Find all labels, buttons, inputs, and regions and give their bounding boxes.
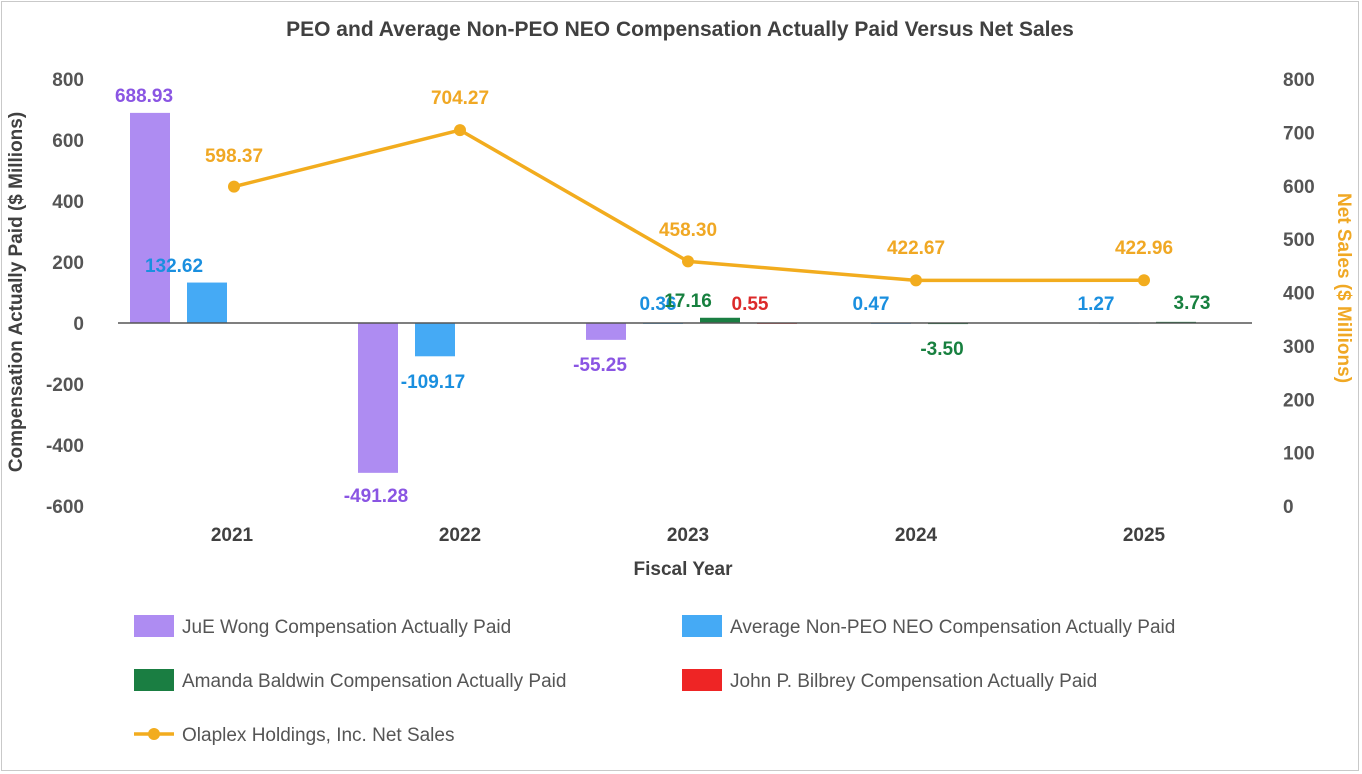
data-label-average-non-peo-neo-compensation-actually-paid: -109.17 <box>401 372 465 393</box>
point-olaplex-holdings-inc-net-sales-2024 <box>910 274 922 287</box>
y-tick-label: -400 <box>46 436 84 457</box>
x-tick-label: 2025 <box>1123 525 1166 546</box>
data-label-jue-wong-compensation-actually-paid: 688.93 <box>115 86 173 107</box>
legend-label-average-non-peo-neo-compensation-actually-paid: Average Non-PEO NEO Compensation Actuall… <box>730 617 1175 638</box>
legend-swatch-amanda-baldwin-compensation-actually-paid <box>134 669 174 691</box>
bar-jue-wong-compensation-actually-paid-2022 <box>358 323 398 473</box>
data-label-average-non-peo-neo-compensation-actually-paid: 1.27 <box>1078 294 1115 315</box>
y2-tick-label: 800 <box>1283 70 1315 91</box>
data-label-jue-wong-compensation-actually-paid: -491.28 <box>344 486 408 507</box>
data-label-john-p-bilbrey-compensation-actually-paid: 0.55 <box>732 294 769 315</box>
y-tick-label: 400 <box>52 192 84 213</box>
plot-area: 800 600 400 200 0 -200 -400 -600 800 700 600 500 400… <box>46 70 1315 546</box>
y-tick-label: 600 <box>52 131 84 152</box>
bar-average-non-peo-neo-compensation-actually-paid-2022 <box>415 323 455 357</box>
data-label-olaplex-holdings-inc-net-sales: 458.30 <box>659 220 717 241</box>
y2-axis-title: Net Sales ($ Millions) <box>1333 193 1354 383</box>
data-label-amanda-baldwin-compensation-actually-paid: -3.50 <box>920 339 963 360</box>
x-tick-label: 2023 <box>667 525 709 546</box>
y-tick-label: -200 <box>46 375 84 396</box>
data-label-olaplex-holdings-inc-net-sales: 422.67 <box>887 238 945 259</box>
data-label-jue-wong-compensation-actually-paid: -55.25 <box>573 355 627 376</box>
y-tick-label: 800 <box>52 70 84 91</box>
point-olaplex-holdings-inc-net-sales-2023 <box>682 255 694 268</box>
point-olaplex-holdings-inc-net-sales-2025 <box>1138 274 1150 287</box>
y2-tick-label: 600 <box>1283 177 1315 198</box>
y2-tick-label: 300 <box>1283 337 1315 358</box>
x-tick-label: 2024 <box>895 525 938 546</box>
legend-label-olaplex-holdings-inc-net-sales: Olaplex Holdings, Inc. Net Sales <box>182 725 454 746</box>
legend-swatch-average-non-peo-neo-compensation-actually-paid <box>682 615 722 637</box>
data-label-amanda-baldwin-compensation-actually-paid: 17.16 <box>664 291 712 312</box>
bar-average-non-peo-neo-compensation-actually-paid-2021 <box>187 282 227 323</box>
chart-title: PEO and Average Non-PEO NEO Compensation… <box>286 18 1074 41</box>
legend-marker-olaplex-holdings-inc-net-sales <box>148 728 160 740</box>
y-tick-label: 0 <box>73 314 84 335</box>
data-label-olaplex-holdings-inc-net-sales: 704.27 <box>431 88 489 109</box>
bar-jue-wong-compensation-actually-paid-2023 <box>586 323 626 340</box>
y2-tick-label: 400 <box>1283 284 1315 305</box>
y2-tick-label: 100 <box>1283 444 1315 465</box>
data-label-olaplex-holdings-inc-net-sales: 598.37 <box>205 146 263 167</box>
legend-swatch-john-p-bilbrey-compensation-actually-paid <box>682 669 722 691</box>
point-olaplex-holdings-inc-net-sales-2022 <box>454 124 466 137</box>
legend-swatch-jue-wong-compensation-actually-paid <box>134 615 174 637</box>
data-label-olaplex-holdings-inc-net-sales: 422.96 <box>1115 238 1173 259</box>
bar-amanda-baldwin-compensation-actually-paid-2023 <box>700 317 740 323</box>
x-tick-label: 2021 <box>211 525 254 546</box>
y-tick-label: 200 <box>52 253 84 274</box>
legend: JuE Wong Compensation Actually Paid Avera… <box>134 615 1175 746</box>
legend-label-john-p-bilbrey-compensation-actually-paid: John P. Bilbrey Compensation Actually Pa… <box>730 671 1097 692</box>
data-label-average-non-peo-neo-compensation-actually-paid: 0.47 <box>853 294 890 315</box>
y2-tick-label: 200 <box>1283 390 1315 411</box>
legend-label-jue-wong-compensation-actually-paid: JuE Wong Compensation Actually Paid <box>182 617 511 638</box>
point-olaplex-holdings-inc-net-sales-2021 <box>228 180 240 193</box>
y-axis-title: Compensation Actually Paid ($ Millions) <box>6 112 27 472</box>
y2-tick-label: 700 <box>1283 123 1315 144</box>
bar-jue-wong-compensation-actually-paid-2021 <box>130 112 170 324</box>
x-axis-title: Fiscal Year <box>634 559 734 580</box>
legend-label-amanda-baldwin-compensation-actually-paid: Amanda Baldwin Compensation Actually Pai… <box>182 671 566 692</box>
y-tick-label: -600 <box>46 497 84 518</box>
data-label-average-non-peo-neo-compensation-actually-paid: 0.36 <box>640 294 677 315</box>
y2-tick-label: 500 <box>1283 230 1315 251</box>
data-label-amanda-baldwin-compensation-actually-paid: 3.73 <box>1174 293 1211 314</box>
y2-tick-label: 0 <box>1283 497 1294 518</box>
data-label-average-non-peo-neo-compensation-actually-paid: 132.62 <box>145 256 203 277</box>
x-tick-label: 2022 <box>439 525 481 546</box>
